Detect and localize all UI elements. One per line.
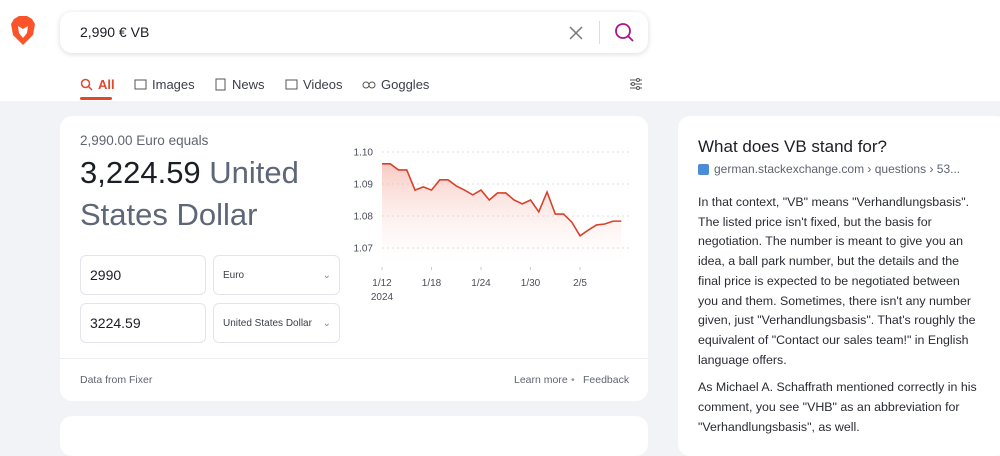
search-query[interactable]: 2,990 € VB: [80, 24, 150, 40]
source-text[interactable]: german.stackexchange.com › questions › 5…: [714, 162, 961, 176]
next-card: [60, 416, 648, 456]
x-tick-label: 1/24: [471, 278, 491, 289]
active-tab-underline: [80, 97, 112, 100]
search-icon[interactable]: [614, 22, 636, 44]
to-amount[interactable]: 3224.59: [80, 303, 206, 343]
x-tick-label: 1/18: [422, 278, 442, 289]
separator: [60, 358, 648, 359]
tab-label[interactable]: Videos: [303, 77, 343, 92]
from-amount[interactable]: 2990: [80, 255, 206, 295]
x-tick-label: 1/12: [372, 278, 392, 289]
answer-card: What does VB stand for? german.stackexch…: [678, 116, 1000, 456]
result-currency: United States Dollar: [80, 155, 299, 232]
learn-more[interactable]: Learn more: [514, 374, 568, 386]
currency-label[interactable]: United States Dollar: [223, 317, 312, 329]
rate-chart: 1.10 1.09 1.08 1.07 1/12 1/18 1/24 1/30 2/5 2024: [354, 148, 630, 303]
paragraph: In that context, "VB" means "Verhandlung…: [698, 195, 976, 367]
area-fill: [382, 163, 622, 264]
y-tick-label: 1.07: [354, 244, 374, 255]
currency-label[interactable]: Euro: [223, 269, 245, 281]
year-label: 2024: [371, 292, 394, 303]
feedback[interactable]: Feedback: [583, 374, 630, 386]
x-tick-label: 2/5: [573, 278, 587, 289]
y-tick-label: 1.08: [354, 212, 374, 223]
from-currency[interactable]: Euro ⌄: [213, 255, 340, 295]
y-tick-label: 1.10: [354, 148, 374, 159]
divider: [599, 21, 600, 44]
to-currency[interactable]: United States Dollar ⌄: [213, 303, 340, 343]
tab-all[interactable]: All: [80, 77, 115, 92]
search-box[interactable]: 2,990 € VB: [60, 12, 648, 53]
answer-body: In that context, "VB" means "Verhandlung…: [698, 193, 983, 445]
result-amount: 3,224.59: [80, 155, 201, 190]
paragraph: As Michael A. Schaffrath mentioned corre…: [698, 380, 977, 434]
x-tick-label: 1/30: [521, 278, 541, 289]
tab-videos[interactable]: Videos: [285, 77, 343, 92]
answer-source[interactable]: german.stackexchange.com › questions › 5…: [698, 162, 960, 176]
tab-images[interactable]: Images: [134, 77, 195, 92]
clear-icon[interactable]: [568, 25, 584, 41]
settings-icon[interactable]: [629, 77, 643, 91]
brave-logo[interactable]: [10, 16, 36, 46]
y-tick-label: 1.09: [354, 180, 374, 191]
data-source: Data from Fixer: [80, 374, 153, 386]
tab-news[interactable]: News: [214, 77, 265, 92]
rate-line: [382, 163, 622, 237]
equals-text: 2,990.00 Euro equals: [80, 133, 209, 148]
tab-label[interactable]: All: [98, 77, 115, 92]
tab-goggles[interactable]: Goggles: [362, 77, 429, 92]
tab-label[interactable]: Images: [152, 77, 195, 92]
tab-label[interactable]: Goggles: [381, 77, 430, 92]
dot: •: [571, 374, 575, 386]
tab-label[interactable]: News: [232, 77, 265, 92]
header: 2,990 € VB All Images News Videos Goggle…: [0, 0, 1000, 101]
result: 3,224.59 United States Dollar: [80, 152, 350, 236]
answer-title: What does VB stand for?: [698, 137, 887, 156]
